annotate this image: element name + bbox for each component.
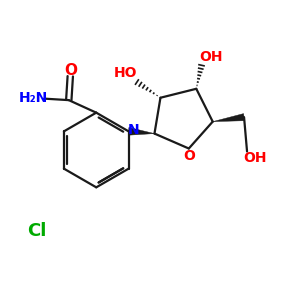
- Text: N: N: [128, 123, 140, 137]
- Text: O: O: [64, 63, 77, 78]
- Text: H₂N: H₂N: [18, 91, 48, 105]
- Polygon shape: [213, 114, 244, 122]
- Text: Cl: Cl: [27, 222, 46, 240]
- Text: OH: OH: [244, 151, 267, 165]
- Text: O: O: [184, 149, 195, 163]
- Polygon shape: [128, 128, 154, 135]
- Text: HO: HO: [113, 66, 137, 80]
- Text: OH: OH: [199, 50, 222, 64]
